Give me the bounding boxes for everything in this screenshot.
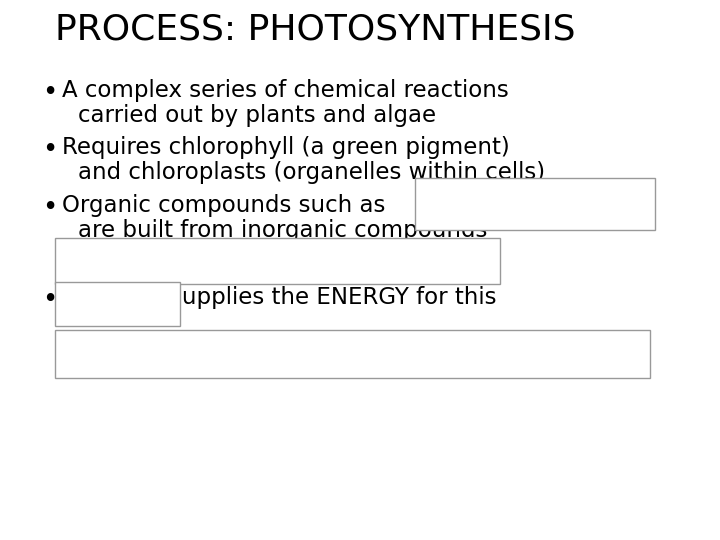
Text: carried out by plants and algae: carried out by plants and algae <box>78 104 436 127</box>
Bar <box>415 178 655 230</box>
Text: •: • <box>42 287 58 313</box>
Text: •: • <box>42 137 58 163</box>
Bar <box>55 330 650 378</box>
Text: •: • <box>42 195 58 221</box>
Text: are built from inorganic compounds –: are built from inorganic compounds – <box>78 219 506 242</box>
Bar <box>55 238 500 284</box>
Bar <box>55 282 180 326</box>
Text: Requires chlorophyll (a green pigment): Requires chlorophyll (a green pigment) <box>62 136 510 159</box>
Text: •: • <box>42 80 58 106</box>
Text: supplies the ENERGY for this: supplies the ENERGY for this <box>170 286 497 309</box>
Text: Organic compounds such as: Organic compounds such as <box>62 194 385 217</box>
Text: A complex series of chemical reactions: A complex series of chemical reactions <box>62 79 509 102</box>
Text: and chloroplasts (organelles within cells): and chloroplasts (organelles within cell… <box>78 161 545 184</box>
Text: PROCESS: PHOTOSYNTHESIS: PROCESS: PHOTOSYNTHESIS <box>55 13 575 47</box>
